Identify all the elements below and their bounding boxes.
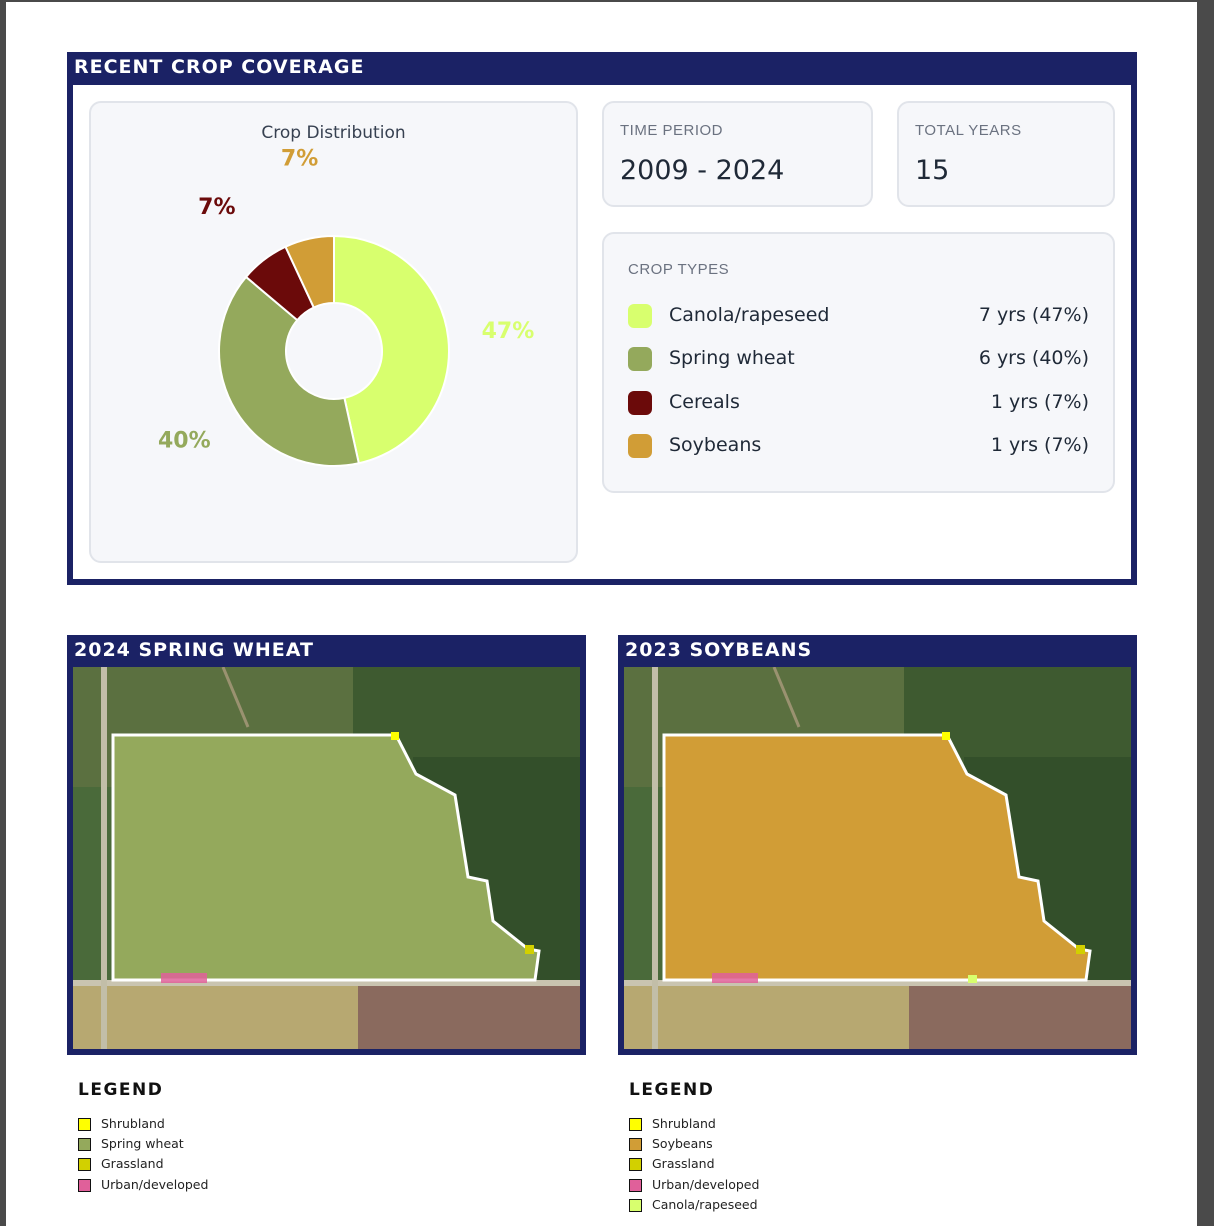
donut-label-canola-rapeseed: 47%	[482, 319, 535, 344]
crop-types-card: CROP TYPES Canola/rapeseed 7 yrs (47%) S…	[602, 232, 1115, 493]
time-period-value: 2009 - 2024	[620, 155, 785, 186]
legend-label: Spring wheat	[101, 1136, 184, 1151]
crop-row-cereals: Cereals 1 yrs (7%)	[628, 389, 1089, 419]
field-map-2024	[73, 667, 580, 1049]
crop-name: Spring wheat	[669, 347, 795, 369]
donut-label-soybeans: 7%	[281, 147, 318, 172]
legend-label: Shrubland	[652, 1116, 716, 1131]
map-panel-2024: 2024 SPRING WHEAT	[67, 635, 586, 1055]
time-period-card: TIME PERIOD 2009 - 2024	[602, 101, 873, 207]
legend-swatch	[629, 1138, 642, 1151]
legend-swatch	[78, 1138, 91, 1151]
legend-swatch	[629, 1199, 642, 1212]
legend-swatch	[78, 1158, 91, 1171]
crop-value: 1 yrs (7%)	[990, 434, 1089, 456]
legend-label: Grassland	[101, 1156, 164, 1171]
field-map-2023	[624, 667, 1131, 1049]
legend-swatch	[78, 1118, 91, 1131]
crop-distribution-donut: 47% 40% 7% 7%	[158, 147, 535, 467]
legend-swatch	[629, 1179, 642, 1192]
donut-slice-canola-rapeseed	[333, 234, 450, 465]
legend-label: Grassland	[652, 1156, 715, 1171]
legend-swatch	[78, 1179, 91, 1192]
satellite-map-2024	[73, 667, 580, 1049]
crop-name: Soybeans	[669, 434, 762, 456]
legend-label: Canola/rapeseed	[652, 1197, 758, 1212]
total-years-card: TOTAL YEARS 15	[897, 101, 1115, 207]
field-boundary-2024	[111, 733, 541, 982]
donut-slice-spring-wheat	[218, 275, 361, 467]
map-title-2024: 2024 SPRING WHEAT	[74, 639, 314, 661]
crop-value: 1 yrs (7%)	[990, 391, 1089, 413]
crop-value: 7 yrs (47%)	[978, 304, 1089, 326]
spring-wheat-swatch	[628, 347, 652, 371]
map-title-2023: 2023 SOYBEANS	[625, 639, 813, 661]
satellite-map-2023	[624, 667, 1131, 1049]
donut-slice-soybeans	[284, 234, 335, 309]
legend-label: Soybeans	[652, 1136, 713, 1151]
map-panel-2023: 2023 SOYBEANS	[618, 635, 1137, 1055]
legend-label: Urban/developed	[101, 1177, 209, 1192]
field-boundary-2023	[662, 733, 1092, 982]
legend-swatch	[629, 1158, 642, 1171]
legend-label: Urban/developed	[652, 1177, 760, 1192]
crop-coverage-panel: RECENT CROP COVERAGE Crop Distribution 4…	[67, 52, 1137, 585]
time-period-label: TIME PERIOD	[620, 122, 724, 139]
crop-name: Canola/rapeseed	[669, 304, 830, 326]
legend-swatch	[629, 1118, 642, 1131]
chart-title: Crop Distribution	[261, 123, 406, 143]
crop-row-soybeans: Soybeans 1 yrs (7%)	[628, 432, 1089, 462]
report-page: RECENT CROP COVERAGE Crop Distribution 4…	[6, 2, 1197, 1226]
total-years-value: 15	[915, 155, 950, 186]
crop-row-spring-wheat: Spring wheat 6 yrs (40%)	[628, 345, 1089, 375]
crop-coverage-body: Crop Distribution 47% 40% 7% 7% TIME PERIOD…	[73, 85, 1131, 579]
crop-value: 6 yrs (40%)	[978, 347, 1089, 369]
canola-swatch	[628, 304, 652, 328]
legend-title-2024: LEGEND	[78, 1080, 164, 1100]
donut-label-spring-wheat: 40%	[158, 429, 211, 454]
crop-name: Cereals	[669, 391, 740, 413]
soybeans-swatch	[628, 434, 652, 458]
legend-label: Shrubland	[101, 1116, 165, 1131]
crop-distribution-card: Crop Distribution 47% 40% 7% 7%	[89, 101, 578, 563]
crop-coverage-title: RECENT CROP COVERAGE	[74, 56, 365, 78]
cereals-swatch	[628, 391, 652, 415]
total-years-label: TOTAL YEARS	[915, 122, 1022, 139]
donut-label-cereals: 7%	[198, 195, 235, 220]
crop-row-canola: Canola/rapeseed 7 yrs (47%)	[628, 302, 1089, 332]
legend-title-2023: LEGEND	[629, 1080, 715, 1100]
crop-types-label: CROP TYPES	[628, 261, 730, 278]
